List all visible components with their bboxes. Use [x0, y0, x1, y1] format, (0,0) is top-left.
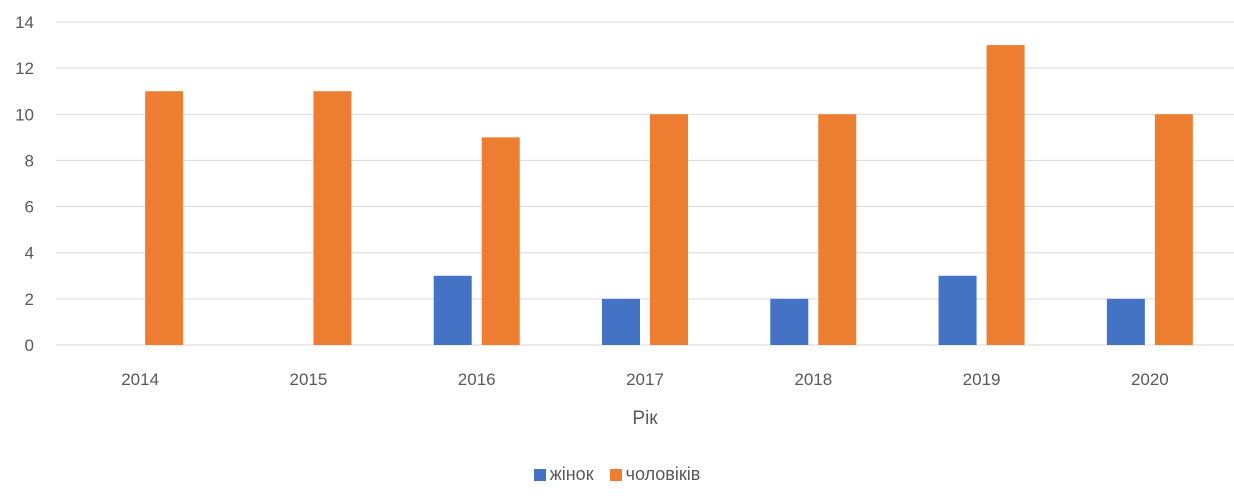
- y-axis-ticks: 0 2 4 6 8 10 12 14: [15, 13, 34, 355]
- legend-swatch-women: [533, 468, 546, 481]
- legend-item-women: жінок: [533, 464, 594, 485]
- gridlines: [56, 21, 1234, 346]
- bar-men-2015: [313, 91, 352, 345]
- bars: [145, 45, 1193, 346]
- bar-men-2019: [986, 45, 1025, 345]
- bar-men-2020: [1154, 114, 1193, 346]
- legend-swatch-men: [609, 468, 622, 481]
- x-tick-label: 2020: [1131, 370, 1169, 389]
- legend-item-men: чоловіків: [609, 464, 701, 485]
- x-axis-ticks: 2014 2015 2016 2017 2018 2019 2020: [121, 370, 1169, 389]
- y-tick-label: 0: [25, 336, 34, 355]
- x-tick-label: 2016: [458, 370, 496, 389]
- y-tick-label: 14: [15, 13, 34, 32]
- bar-men-2017: [650, 114, 688, 346]
- x-tick-label: 2017: [626, 370, 664, 389]
- x-tick-label: 2015: [290, 370, 328, 389]
- bar-women-2019: [938, 275, 977, 345]
- legend: жінок чоловіків: [0, 464, 1234, 485]
- y-tick-label: 4: [25, 244, 34, 263]
- x-tick-label: 2019: [963, 370, 1001, 389]
- bar-women-2017: [602, 298, 640, 345]
- bar-women-2018: [770, 298, 809, 345]
- x-tick-label: 2014: [121, 370, 159, 389]
- bar-women-2016: [433, 275, 472, 345]
- legend-label-men: чоловіків: [625, 464, 701, 484]
- y-tick-label: 6: [25, 198, 34, 217]
- x-tick-label: 2018: [794, 370, 832, 389]
- y-tick-label: 2: [25, 290, 34, 309]
- bar-women-2020: [1106, 298, 1145, 345]
- bar-men-2014: [145, 91, 184, 345]
- x-axis-title: Рік: [632, 408, 658, 429]
- bar-men-2016: [481, 137, 520, 345]
- bar-men-2018: [818, 114, 857, 346]
- y-tick-label: 8: [25, 151, 34, 170]
- legend-label-women: жінок: [549, 464, 594, 484]
- y-tick-label: 12: [15, 59, 34, 78]
- y-tick-label: 10: [15, 105, 34, 124]
